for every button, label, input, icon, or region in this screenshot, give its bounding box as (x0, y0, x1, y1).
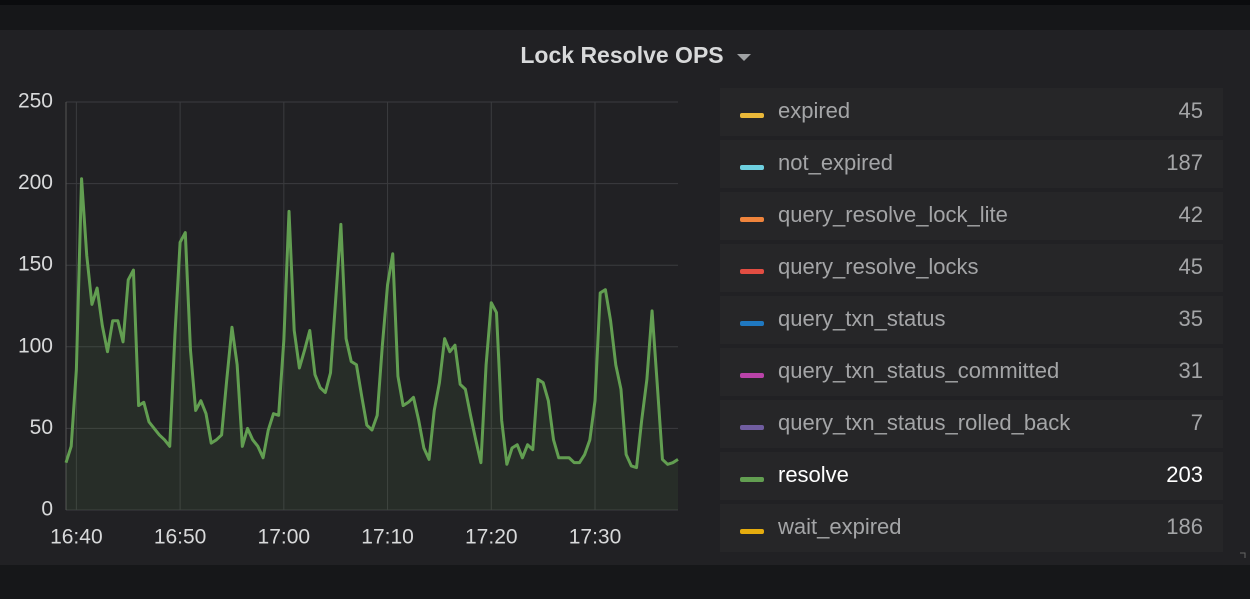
legend-row[interactable] (720, 140, 1223, 188)
legend-name[interactable]: not_expired (778, 150, 893, 175)
y-tick-label: 0 (41, 498, 53, 521)
legend-swatch[interactable] (740, 373, 764, 378)
legend-swatch[interactable] (740, 529, 764, 534)
legend-name[interactable]: resolve (778, 462, 849, 487)
legend-value: 31 (1179, 358, 1203, 383)
resize-handle[interactable] (1240, 552, 1246, 558)
legend-name[interactable]: query_txn_status_committed (778, 358, 1059, 383)
legend-swatch[interactable] (740, 425, 764, 430)
y-tick-label: 50 (30, 416, 53, 439)
legend-row[interactable] (720, 400, 1223, 448)
x-tick-label: 17:20 (465, 526, 518, 549)
legend-swatch[interactable] (740, 217, 764, 222)
legend-value: 187 (1166, 150, 1203, 175)
y-tick-label: 250 (18, 90, 53, 113)
legend-swatch[interactable] (740, 321, 764, 326)
y-tick-label: 150 (18, 253, 53, 276)
legend-row[interactable] (720, 88, 1223, 136)
legend-value: 45 (1179, 254, 1203, 279)
legend-value: 186 (1166, 514, 1203, 539)
x-tick-label: 17:30 (569, 526, 622, 549)
y-tick-label: 100 (18, 334, 53, 357)
legend-name[interactable]: query_resolve_locks (778, 254, 979, 279)
top-bar (0, 0, 1250, 5)
y-tick-label: 200 (18, 171, 53, 194)
legend-row[interactable] (720, 348, 1223, 396)
x-tick-label: 17:00 (258, 526, 311, 549)
series-area (66, 178, 678, 511)
panel-title[interactable]: Lock Resolve OPS (520, 42, 723, 68)
legend-swatch[interactable] (740, 113, 764, 118)
legend-value: 42 (1179, 202, 1203, 227)
legend-value: 203 (1166, 462, 1203, 487)
legend-row[interactable] (720, 296, 1223, 344)
legend-name[interactable]: expired (778, 98, 850, 123)
legend-name[interactable]: query_txn_status (778, 306, 946, 331)
legend-row[interactable] (720, 452, 1223, 500)
legend-name[interactable]: query_txn_status_rolled_back (778, 410, 1071, 435)
title-caret[interactable] (737, 54, 751, 61)
x-tick-label: 16:50 (154, 526, 207, 549)
x-tick-label: 16:40 (50, 526, 103, 549)
legend-row[interactable] (720, 192, 1223, 240)
legend-name[interactable]: wait_expired (777, 514, 902, 539)
legend-value: 45 (1179, 98, 1203, 123)
legend-swatch[interactable] (740, 269, 764, 274)
legend-value: 7 (1191, 410, 1203, 435)
x-tick-label: 17:10 (361, 526, 414, 549)
legend-swatch[interactable] (740, 165, 764, 170)
legend-name[interactable]: query_resolve_lock_lite (778, 202, 1008, 227)
series-line (64, 177, 679, 470)
legend-swatch[interactable] (740, 477, 764, 482)
legend-row[interactable] (720, 244, 1223, 292)
legend-row[interactable] (720, 504, 1223, 552)
legend-value: 35 (1179, 306, 1203, 331)
